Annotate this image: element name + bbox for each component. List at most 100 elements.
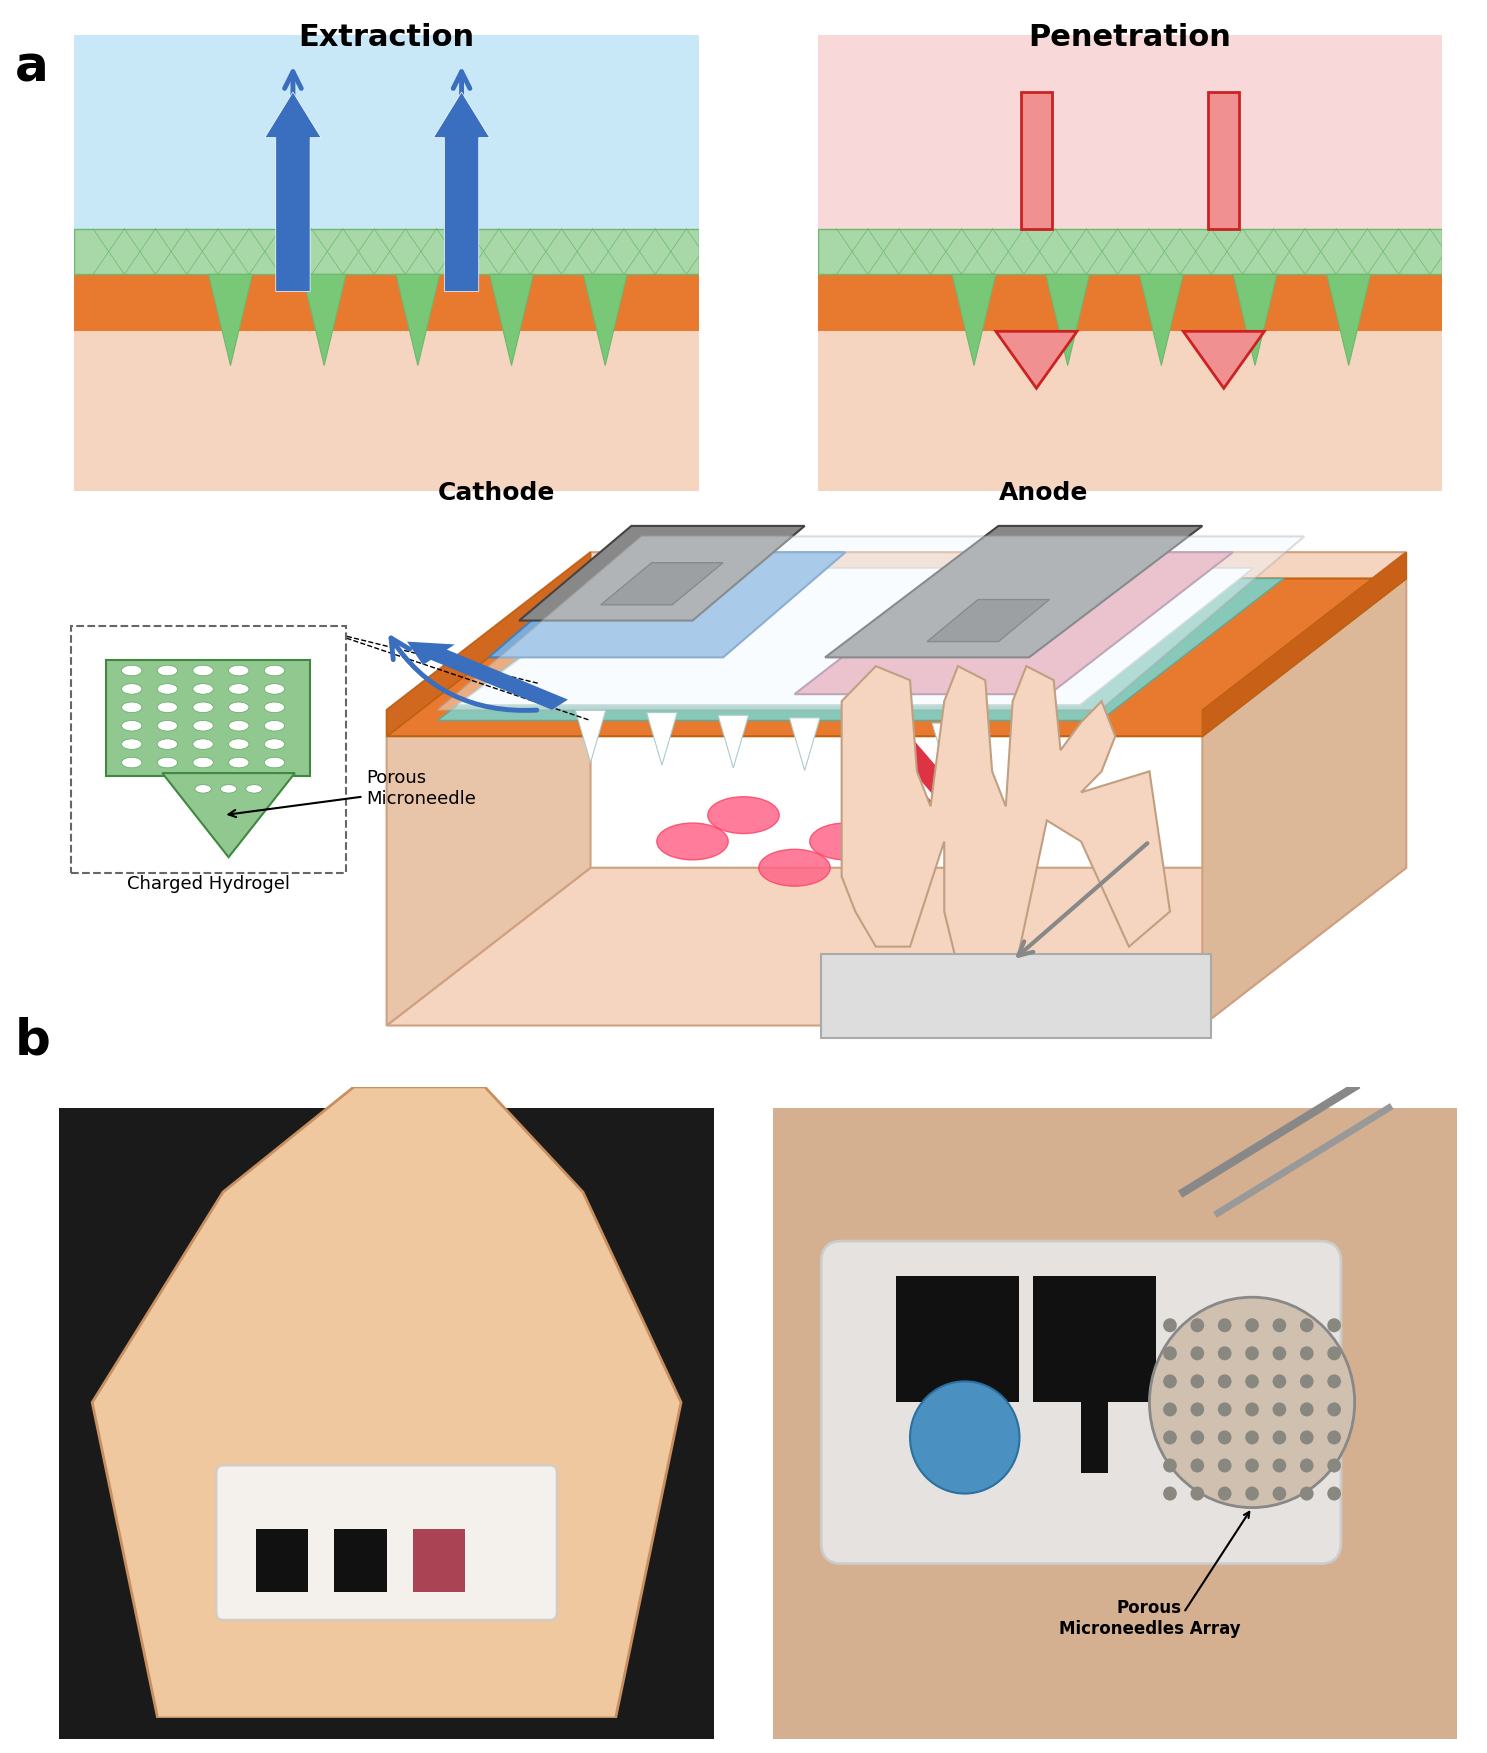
Circle shape: [1163, 1430, 1176, 1444]
FancyBboxPatch shape: [335, 1529, 387, 1592]
Circle shape: [229, 757, 248, 768]
FancyBboxPatch shape: [413, 1529, 465, 1592]
Polygon shape: [92, 1087, 681, 1718]
Circle shape: [229, 703, 248, 713]
FancyBboxPatch shape: [74, 35, 699, 291]
Polygon shape: [387, 552, 590, 1026]
Polygon shape: [1203, 552, 1407, 1026]
Circle shape: [1273, 1487, 1286, 1501]
Circle shape: [220, 785, 236, 792]
Circle shape: [158, 720, 177, 731]
Circle shape: [1191, 1487, 1204, 1501]
Circle shape: [910, 1381, 1020, 1494]
Circle shape: [1300, 1402, 1313, 1416]
FancyArrow shape: [434, 93, 489, 291]
Polygon shape: [647, 712, 677, 764]
Polygon shape: [387, 552, 1407, 710]
Circle shape: [1218, 1346, 1231, 1360]
Polygon shape: [583, 275, 628, 366]
Circle shape: [1328, 1374, 1341, 1388]
Polygon shape: [861, 720, 891, 773]
Circle shape: [1218, 1458, 1231, 1473]
Circle shape: [1245, 1318, 1259, 1332]
Circle shape: [1163, 1374, 1176, 1388]
Circle shape: [1273, 1346, 1286, 1360]
Text: Porous
Microneedle: Porous Microneedle: [229, 770, 476, 817]
Circle shape: [758, 848, 830, 887]
Polygon shape: [1184, 331, 1264, 389]
Circle shape: [1218, 1402, 1231, 1416]
Polygon shape: [489, 552, 846, 657]
Circle shape: [1163, 1318, 1176, 1332]
Polygon shape: [575, 710, 605, 763]
Circle shape: [122, 666, 141, 677]
Circle shape: [861, 796, 932, 834]
Polygon shape: [794, 552, 1233, 694]
Circle shape: [1191, 1430, 1204, 1444]
Circle shape: [158, 684, 177, 694]
Circle shape: [193, 666, 213, 677]
Polygon shape: [1233, 275, 1277, 366]
Circle shape: [810, 822, 882, 861]
Circle shape: [265, 740, 284, 750]
Circle shape: [1273, 1430, 1286, 1444]
FancyBboxPatch shape: [821, 1241, 1341, 1564]
Circle shape: [1149, 1297, 1355, 1508]
Circle shape: [1300, 1487, 1313, 1501]
Polygon shape: [952, 275, 996, 366]
FancyBboxPatch shape: [1081, 1402, 1108, 1473]
FancyBboxPatch shape: [106, 661, 311, 775]
Text: Anode: Anode: [998, 480, 1088, 505]
Circle shape: [158, 666, 177, 677]
Circle shape: [1273, 1458, 1286, 1473]
FancyBboxPatch shape: [74, 291, 699, 491]
Circle shape: [1328, 1430, 1341, 1444]
Circle shape: [1191, 1402, 1204, 1416]
FancyBboxPatch shape: [74, 275, 699, 331]
Circle shape: [1273, 1374, 1286, 1388]
Circle shape: [193, 703, 213, 713]
FancyBboxPatch shape: [818, 275, 1442, 331]
Circle shape: [158, 740, 177, 750]
Circle shape: [229, 720, 248, 731]
Circle shape: [193, 720, 213, 731]
Polygon shape: [825, 526, 1203, 657]
Circle shape: [1163, 1346, 1176, 1360]
Circle shape: [193, 740, 213, 750]
Polygon shape: [302, 275, 346, 366]
Polygon shape: [396, 275, 440, 366]
Polygon shape: [458, 568, 1254, 705]
Circle shape: [1273, 1318, 1286, 1332]
Polygon shape: [519, 526, 804, 621]
Circle shape: [1300, 1430, 1313, 1444]
FancyBboxPatch shape: [1020, 93, 1053, 230]
Circle shape: [1328, 1318, 1341, 1332]
FancyBboxPatch shape: [818, 230, 1442, 275]
Text: Cathode: Cathode: [437, 480, 555, 505]
Polygon shape: [387, 578, 1407, 736]
Circle shape: [229, 740, 248, 750]
Circle shape: [1191, 1346, 1204, 1360]
FancyBboxPatch shape: [74, 230, 699, 275]
Circle shape: [122, 757, 141, 768]
Circle shape: [158, 757, 177, 768]
FancyBboxPatch shape: [1033, 1276, 1157, 1402]
Polygon shape: [1203, 552, 1407, 736]
Polygon shape: [1326, 275, 1371, 366]
Circle shape: [1163, 1458, 1176, 1473]
Circle shape: [1218, 1318, 1231, 1332]
Circle shape: [1245, 1430, 1259, 1444]
Circle shape: [1300, 1374, 1313, 1388]
Polygon shape: [437, 536, 1304, 710]
Polygon shape: [387, 552, 590, 736]
Text: Charged Hydrogel: Charged Hydrogel: [126, 875, 290, 892]
Circle shape: [193, 684, 213, 694]
Circle shape: [657, 822, 729, 861]
Circle shape: [1300, 1346, 1313, 1360]
Circle shape: [1273, 1402, 1286, 1416]
Circle shape: [1218, 1487, 1231, 1501]
Circle shape: [1300, 1318, 1313, 1332]
Polygon shape: [437, 578, 1283, 720]
Circle shape: [195, 785, 211, 792]
Circle shape: [265, 703, 284, 713]
